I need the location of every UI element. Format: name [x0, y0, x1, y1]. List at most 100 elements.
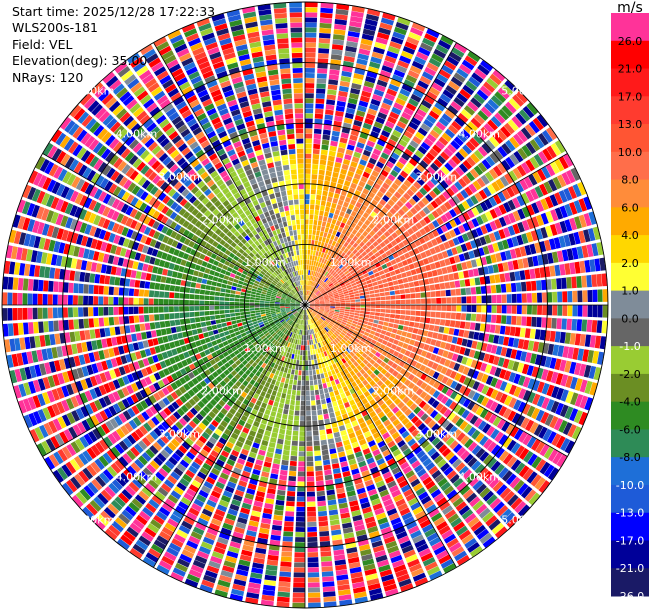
velocity-gate	[393, 339, 400, 345]
velocity-gate	[450, 140, 461, 150]
velocity-gate	[376, 559, 390, 568]
velocity-gate	[295, 312, 300, 318]
velocity-gate	[308, 275, 311, 281]
velocity-gate	[371, 126, 382, 134]
velocity-gate	[381, 350, 388, 357]
velocity-gate	[271, 468, 279, 475]
velocity-gate	[319, 287, 324, 292]
velocity-gate	[396, 475, 406, 484]
velocity-gate	[312, 164, 319, 170]
velocity-gate	[339, 308, 345, 311]
velocity-gate	[233, 392, 240, 399]
velocity-gate	[505, 139, 516, 152]
velocity-gate	[340, 381, 347, 388]
velocity-gate	[314, 309, 319, 312]
velocity-gate	[281, 418, 287, 425]
velocity-gate	[455, 245, 463, 254]
velocity-gate	[308, 314, 311, 320]
velocity-gate	[492, 480, 504, 493]
velocity-gate	[338, 90, 348, 98]
velocity-gate	[489, 73, 502, 86]
velocity-gate	[320, 393, 325, 400]
velocity-gate	[329, 514, 339, 521]
velocity-gate	[490, 95, 503, 107]
velocity-gate	[403, 549, 416, 559]
velocity-gate	[312, 224, 317, 231]
velocity-gate	[421, 305, 426, 311]
velocity-gate	[489, 365, 497, 376]
velocity-gate	[316, 78, 327, 84]
velocity-gate	[430, 488, 442, 499]
velocity-gate	[372, 281, 378, 286]
velocity-gate	[321, 291, 327, 295]
velocity-gate	[335, 337, 341, 342]
velocity-gate	[323, 312, 329, 315]
velocity-gate	[162, 397, 171, 406]
velocity-gate	[402, 465, 413, 475]
velocity-gate	[171, 538, 184, 548]
velocity-gate	[195, 374, 203, 382]
velocity-gate	[295, 400, 300, 406]
velocity-gate	[412, 572, 427, 582]
velocity-gate	[426, 62, 439, 72]
velocity-gate	[499, 381, 508, 392]
velocity-gate	[488, 518, 501, 531]
velocity-gate	[414, 538, 427, 549]
velocity-gate	[261, 328, 267, 333]
velocity-gate	[153, 392, 162, 402]
velocity-gate	[365, 573, 379, 581]
velocity-gate	[313, 245, 317, 251]
velocity-gate	[500, 83, 514, 96]
velocity-gate	[448, 425, 458, 436]
velocity-gate	[409, 287, 416, 293]
velocity-gate	[582, 290, 588, 303]
velocity-gate	[350, 199, 357, 206]
velocity-gate	[347, 453, 355, 461]
velocity-gate	[318, 520, 329, 527]
velocity-gate	[355, 302, 361, 305]
velocity-gate	[338, 376, 344, 383]
velocity-gate	[362, 260, 368, 266]
velocity-gate	[414, 213, 423, 221]
velocity-gate	[437, 39, 452, 50]
velocity-gate	[365, 328, 371, 333]
velocity-gate	[469, 137, 480, 148]
velocity-gate	[329, 145, 337, 152]
velocity-gate	[303, 340, 305, 346]
velocity-gate	[344, 293, 350, 297]
velocity-gate	[431, 423, 440, 432]
velocity-gate	[540, 411, 550, 424]
velocity-gate	[244, 492, 255, 500]
velocity-gate	[352, 581, 365, 589]
velocity-gate	[388, 367, 395, 374]
velocity-gate	[402, 45, 416, 55]
velocity-gate	[212, 329, 219, 335]
velocity-gate	[431, 305, 436, 311]
velocity-gate	[492, 132, 504, 145]
velocity-gate	[394, 212, 402, 220]
velocity-gate	[565, 390, 574, 404]
velocity-gate	[363, 23, 377, 32]
velocity-gate	[380, 274, 387, 280]
velocity-gate	[309, 302, 315, 304]
velocity-gate	[336, 328, 342, 334]
velocity-gate	[358, 316, 364, 320]
velocity-gate	[237, 395, 245, 403]
velocity-gate	[417, 46, 431, 57]
velocity-gate	[293, 420, 299, 426]
velocity-gate	[277, 324, 283, 329]
velocity-gate	[491, 181, 501, 192]
velocity-gate	[205, 440, 215, 449]
velocity-gate	[320, 2, 334, 9]
velocity-gate	[567, 185, 578, 200]
velocity-gate	[504, 382, 513, 394]
velocity-gate	[170, 571, 184, 582]
velocity-gate	[554, 140, 566, 154]
velocity-gate	[328, 150, 336, 157]
velocity-gate	[320, 434, 327, 441]
velocity-gate	[349, 269, 356, 275]
velocity-gate	[298, 308, 302, 313]
velocity-gate	[496, 484, 508, 496]
velocity-gate	[457, 364, 466, 374]
velocity-gate	[445, 451, 455, 461]
